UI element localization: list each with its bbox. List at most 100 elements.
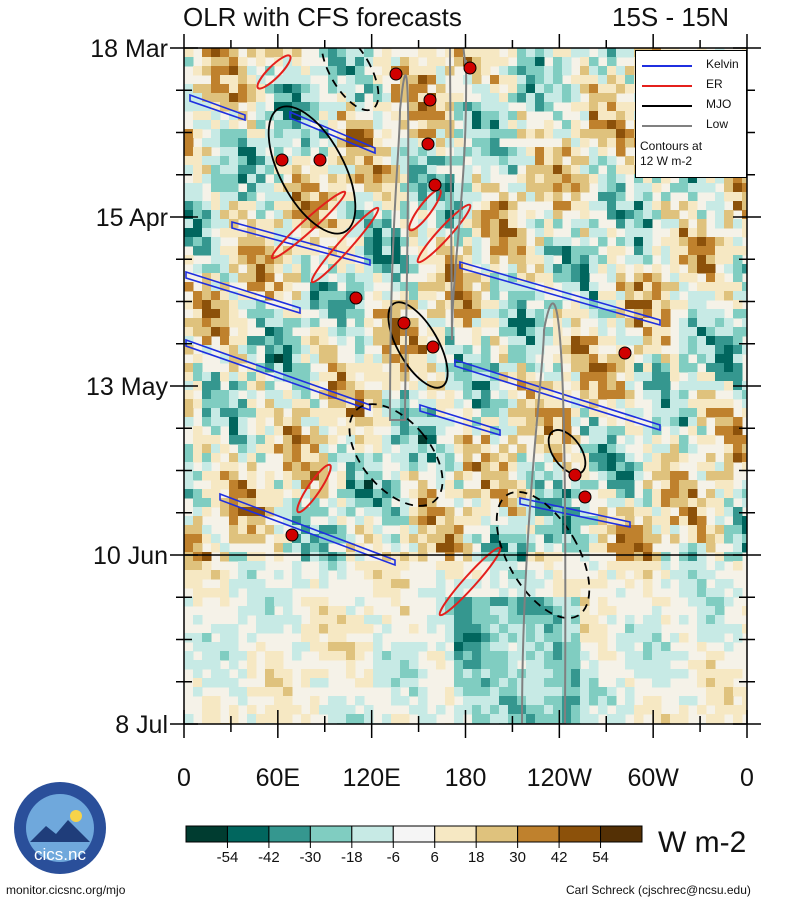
- anomaly-cell: [373, 372, 383, 382]
- anomaly-cell: [544, 534, 554, 544]
- anomaly-cell: [247, 255, 257, 265]
- anomaly-cell: [427, 327, 437, 337]
- anomaly-cell: [337, 642, 347, 652]
- anomaly-cell: [490, 714, 500, 724]
- anomaly-cell: [436, 246, 446, 256]
- anomaly-cell: [202, 714, 212, 724]
- footer-url[interactable]: monitor.cicsnc.org/mjo: [6, 883, 126, 897]
- anomaly-cell: [517, 228, 527, 238]
- anomaly-cell: [517, 642, 527, 652]
- anomaly-cell: [472, 714, 482, 724]
- anomaly-cell: [670, 300, 680, 310]
- anomaly-cell: [202, 678, 212, 688]
- anomaly-cell: [472, 444, 482, 454]
- anomaly-cell: [346, 75, 356, 85]
- anomaly-cell: [535, 705, 545, 715]
- anomaly-cell: [724, 264, 734, 274]
- anomaly-cell: [697, 471, 707, 481]
- anomaly-cell: [715, 327, 725, 337]
- anomaly-cell: [283, 714, 293, 724]
- anomaly-cell: [526, 57, 536, 67]
- anomaly-cell: [616, 462, 626, 472]
- anomaly-cell: [616, 471, 626, 481]
- anomaly-cell: [454, 435, 464, 445]
- anomaly-cell: [580, 372, 590, 382]
- anomaly-cell: [445, 561, 455, 571]
- anomaly-cell: [589, 633, 599, 643]
- anomaly-cell: [733, 273, 743, 283]
- anomaly-cell: [427, 516, 437, 526]
- anomaly-cell: [697, 318, 707, 328]
- anomaly-cell: [589, 444, 599, 454]
- anomaly-cell: [256, 588, 266, 598]
- anomaly-cell: [391, 327, 401, 337]
- anomaly-cell: [265, 111, 275, 121]
- anomaly-cell: [310, 408, 320, 418]
- anomaly-cell: [229, 714, 239, 724]
- anomaly-cell: [463, 642, 473, 652]
- anomaly-cell: [373, 183, 383, 193]
- anomaly-cell: [508, 624, 518, 634]
- anomaly-cell: [274, 282, 284, 292]
- anomaly-cell: [499, 588, 509, 598]
- anomaly-cell: [544, 48, 554, 58]
- anomaly-cell: [499, 192, 509, 202]
- legend-entry-low: Low: [640, 117, 746, 133]
- anomaly-cell: [445, 210, 455, 220]
- anomaly-cell: [391, 228, 401, 238]
- anomaly-cell: [283, 183, 293, 193]
- anomaly-cell: [472, 66, 482, 76]
- anomaly-cell: [256, 102, 266, 112]
- anomaly-cell: [616, 237, 626, 247]
- anomaly-cell: [301, 264, 311, 274]
- anomaly-cell: [355, 228, 365, 238]
- anomaly-cell: [283, 687, 293, 697]
- anomaly-cell: [688, 498, 698, 508]
- anomaly-cell: [580, 165, 590, 175]
- anomaly-cell: [670, 246, 680, 256]
- anomaly-cell: [454, 633, 464, 643]
- anomaly-cell: [706, 174, 716, 184]
- anomaly-cell: [184, 219, 194, 229]
- anomaly-cell: [220, 588, 230, 598]
- anomaly-cell: [292, 174, 302, 184]
- anomaly-cell: [616, 84, 626, 94]
- anomaly-cell: [706, 363, 716, 373]
- anomaly-cell: [445, 444, 455, 454]
- anomaly-cell: [382, 417, 392, 427]
- legend-note-line1: Contours at: [640, 139, 703, 153]
- anomaly-cell: [508, 309, 518, 319]
- legend-label-mjo: MJO: [706, 97, 732, 111]
- anomaly-cell: [697, 606, 707, 616]
- anomaly-cell: [436, 642, 446, 652]
- anomaly-cell: [229, 66, 239, 76]
- anomaly-cell: [643, 255, 653, 265]
- anomaly-cell: [634, 183, 644, 193]
- anomaly-cell: [427, 75, 437, 85]
- anomaly-cell: [562, 660, 572, 670]
- anomaly-cell: [274, 390, 284, 400]
- anomaly-cell: [292, 498, 302, 508]
- anomaly-cell: [445, 543, 455, 553]
- anomaly-cell: [697, 552, 707, 562]
- anomaly-cell: [436, 300, 446, 310]
- anomaly-cell: [607, 462, 617, 472]
- anomaly-cell: [238, 174, 248, 184]
- anomaly-cell: [400, 192, 410, 202]
- anomaly-cell: [202, 633, 212, 643]
- anomaly-cell: [292, 318, 302, 328]
- anomaly-cell: [418, 399, 428, 409]
- anomaly-cell: [652, 318, 662, 328]
- anomaly-cell: [616, 291, 626, 301]
- anomaly-cell: [742, 219, 747, 229]
- anomaly-cell: [589, 534, 599, 544]
- anomaly-cell: [562, 372, 572, 382]
- anomaly-cell: [382, 201, 392, 211]
- anomaly-cell: [724, 480, 734, 490]
- anomaly-cell: [688, 525, 698, 535]
- anomaly-cell: [553, 525, 563, 535]
- anomaly-cell: [346, 246, 356, 256]
- anomaly-cell: [400, 471, 410, 481]
- anomaly-cell: [211, 309, 221, 319]
- anomaly-cell: [490, 138, 500, 148]
